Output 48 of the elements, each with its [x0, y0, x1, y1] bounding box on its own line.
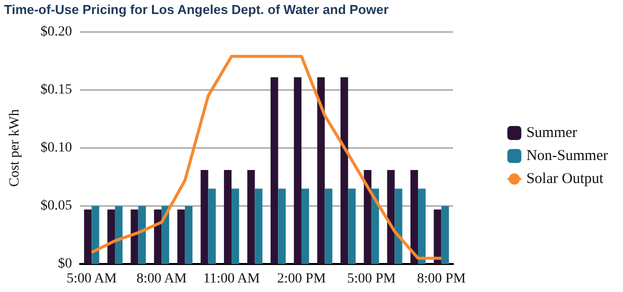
bar [107, 209, 115, 264]
bar [154, 209, 162, 264]
bar [184, 206, 192, 264]
bar [301, 188, 310, 264]
bar [294, 77, 302, 264]
x-tick-label: 5:00 PM [347, 272, 396, 286]
y-axis-title: Cost per kWh [8, 109, 22, 187]
legend-label: Solar Output [526, 171, 604, 187]
bar [247, 170, 255, 264]
bar [232, 188, 240, 264]
bar [394, 188, 402, 264]
bar [84, 209, 92, 264]
bar [324, 188, 332, 264]
x-tick-label: 2:00 PM [277, 272, 326, 286]
bar [348, 188, 356, 264]
legend-label: Summer [526, 125, 578, 141]
y-tick-label: $0.20 [40, 24, 72, 40]
legend-label: Non-Summer [526, 148, 608, 164]
bar [130, 209, 138, 264]
bar [208, 188, 216, 264]
y-tick-label: $0.15 [40, 82, 72, 98]
bar [177, 209, 185, 264]
line-series [90, 54, 443, 260]
bar [270, 77, 278, 264]
bar [92, 206, 100, 264]
bar [278, 188, 286, 264]
bar [371, 188, 379, 264]
bar [410, 170, 418, 264]
bar [434, 209, 442, 264]
x-tick-label: 8:00 AM [136, 272, 188, 286]
bar [387, 170, 395, 264]
bar [200, 170, 208, 264]
bar [418, 188, 426, 264]
bar [340, 77, 348, 264]
bar [317, 77, 325, 264]
x-tick-label: 8:00 PM [417, 272, 466, 286]
y-tick-label: $0 [58, 256, 72, 272]
y-tick-label: $0.05 [40, 198, 72, 214]
x-tick-label: 5:00 AM [66, 272, 118, 286]
bar [114, 206, 123, 264]
bar [364, 170, 372, 264]
chart-title: Time-of-Use Pricing for Los Angeles Dept. of Water and Power [4, 2, 389, 17]
bar [441, 206, 449, 264]
bar [224, 170, 232, 264]
y-tick-label: $0.10 [40, 140, 72, 156]
x-tick-label: 11:00 AM [203, 272, 260, 286]
bar [254, 188, 262, 264]
bar [138, 206, 146, 264]
